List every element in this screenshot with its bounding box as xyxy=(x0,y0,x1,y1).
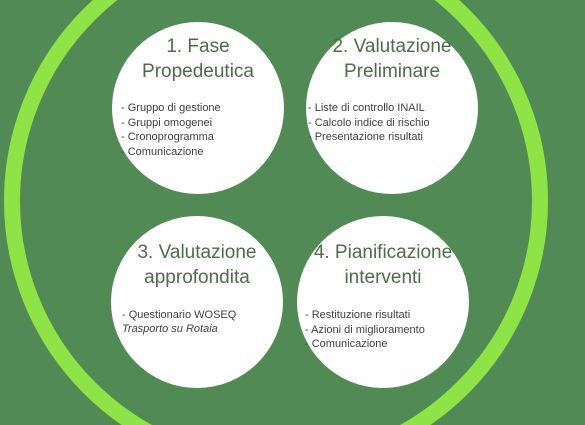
phase-circle-2: 2. Valutazione Preliminare - Liste di co… xyxy=(306,22,478,194)
phase-item: - Azioni di miglioramento xyxy=(305,323,425,336)
phase-item-list: - Liste di controllo INAIL - Calcolo ind… xyxy=(308,101,430,145)
phase-item-list: - Gruppo di gestione - Gruppi omogenei -… xyxy=(121,101,221,159)
phase-item-list: - Questionario WOSEQ xyxy=(122,308,236,323)
phase-item: - Questionario WOSEQ xyxy=(122,309,237,321)
phase-note: Trasporto su Rotaia xyxy=(122,323,218,335)
phase-item: - Comunicazione xyxy=(305,338,388,350)
phase-circle-1: 1. Fase Propedeutica - Gruppo di gestion… xyxy=(112,22,284,194)
phase-item: - Calcolo indice di rischio xyxy=(308,116,430,129)
phase-item: - Cronoprogramma xyxy=(121,131,214,143)
phase-item: - Gruppi omogenei xyxy=(121,116,213,129)
phase-item: - Restituzione risultati xyxy=(305,309,411,321)
phase-item: - Presentazione risultati xyxy=(308,131,423,143)
phase-circle-4: 4. Pianificazione interventi - Restituzi… xyxy=(297,216,469,388)
phase-item-list: - Restituzione risultati - Azioni di mig… xyxy=(305,308,425,352)
phase-title: 3. Valutazione approfondita xyxy=(137,242,257,288)
phase-title: 4. Pianificazione interventi xyxy=(313,242,453,288)
phase-title: 2. Valutazione Preliminare xyxy=(332,36,452,82)
phase-item: - Liste di controllo INAIL xyxy=(308,102,425,114)
phase-item: - Comunicazione xyxy=(121,145,204,158)
phase-item: - Gruppo di gestione xyxy=(121,102,221,114)
phase-title: 1. Fase Propedeutica xyxy=(142,36,254,82)
phase-circle-3: 3. Valutazione approfondita - Questionar… xyxy=(111,216,283,388)
